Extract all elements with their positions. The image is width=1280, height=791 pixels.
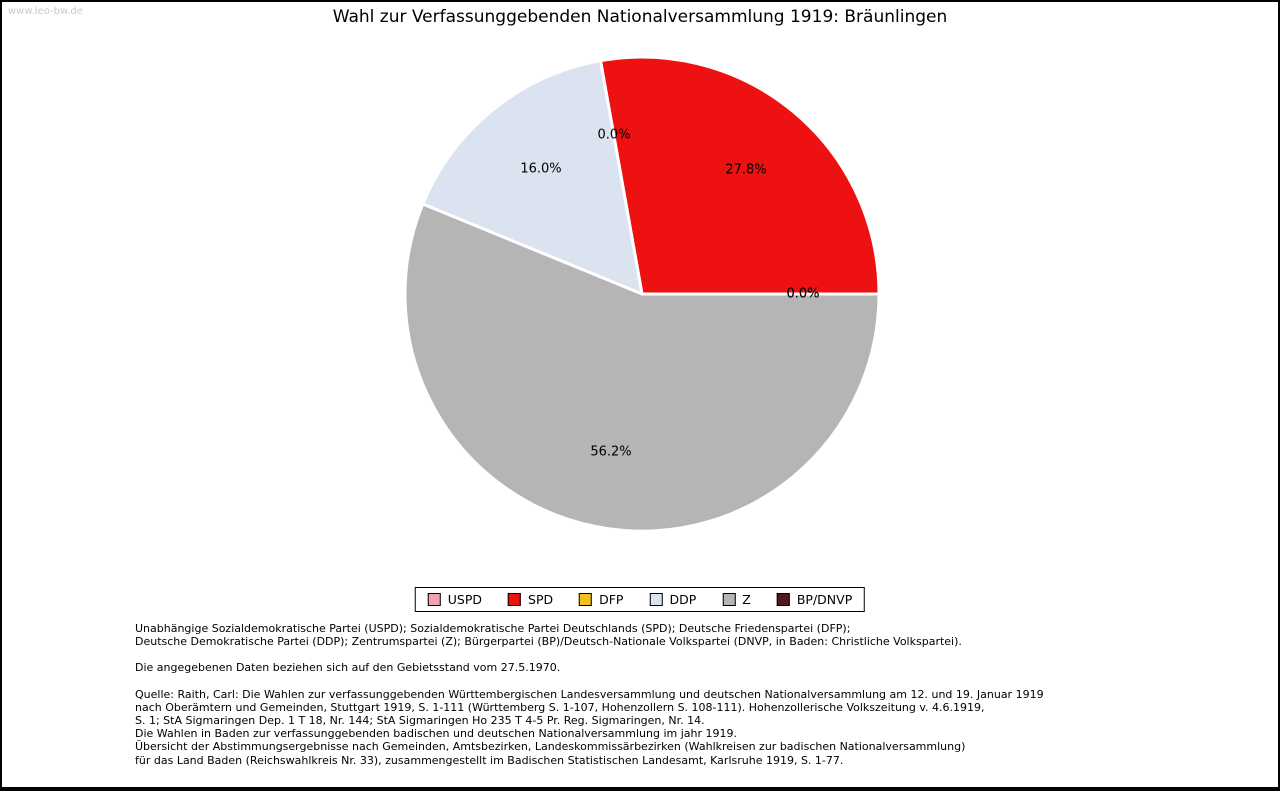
legend-label-dfp: DFP (599, 592, 624, 607)
legend-label-spd: SPD (528, 592, 554, 607)
legend-swatch-dfp (579, 593, 593, 606)
legend-item-uspd: USPD (427, 592, 483, 607)
legend-swatch-ddp (649, 593, 663, 606)
watermark: www.leo-bw.de (8, 6, 83, 17)
pie-value-label-ddp: 16.0% (520, 161, 562, 177)
pie-slice-spd (599, 55, 881, 296)
party-abbreviations-note: Unabhängige Sozialdemokratische Partei (… (135, 622, 962, 649)
legend: USPD SPD DFP DDP Z BP/DNVP (414, 587, 866, 612)
pie-value-label-bp-dnvp: 0.0% (786, 286, 820, 302)
source-note: Quelle: Raith, Carl: Die Wahlen zur verf… (135, 687, 1044, 767)
legend-swatch-bp-dnvp (776, 593, 790, 606)
legend-item-dfp: DFP (579, 592, 623, 607)
pie-slice-z (403, 202, 881, 533)
pie-value-label-z: 56.2% (590, 444, 632, 460)
legend-label-bp-dnvp: BP/DNVP (796, 592, 853, 607)
legend-item-bp-dnvp: BP/DNVP (776, 592, 853, 607)
pie-value-label-spd: 27.8% (725, 162, 767, 178)
pie-slice-ddp (421, 59, 644, 296)
legend-label-uspd: USPD (447, 592, 483, 607)
legend-swatch-z (722, 593, 736, 606)
legend-swatch-spd (508, 593, 522, 606)
legend-swatch-uspd (427, 593, 441, 606)
legend-label-z: Z (742, 592, 751, 607)
legend-item-z: Z (722, 592, 751, 607)
chart-title: Wahl zur Verfassunggebenden Nationalvers… (332, 7, 948, 27)
footer-notes: Unabhängige Sozialdemokratische Partei (… (135, 622, 1238, 767)
pie-value-label-dfp: 0.0% (597, 127, 631, 143)
territorial-status-note: Die angegebenen Daten beziehen sich auf … (135, 661, 561, 675)
pie-chart (403, 55, 881, 533)
legend-item-ddp: DDP (649, 592, 696, 607)
legend-item-spd: SPD (508, 592, 553, 607)
legend-label-ddp: DDP (669, 592, 697, 607)
pie-value-label-uspd: 0.0% (786, 286, 820, 302)
